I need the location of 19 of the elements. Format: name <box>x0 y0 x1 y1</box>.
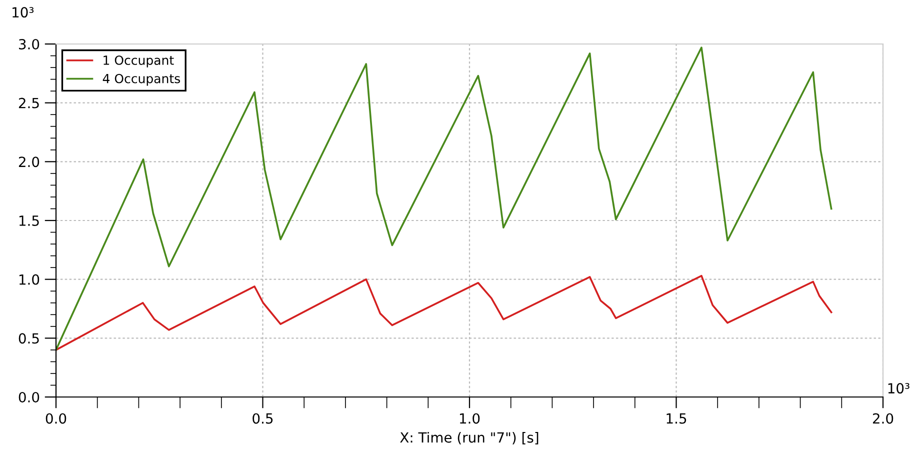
y-tick-label: 0.0 <box>18 392 40 402</box>
text: 10³ <box>888 383 910 394</box>
legend-label: 4 Occupants <box>102 74 180 86</box>
y-tick-label: 3.0 <box>19 38 40 50</box>
y-tick-label: 0.5 <box>18 333 39 344</box>
legend-label: 1 Occupant <box>104 55 174 68</box>
y-tick-label: 1.5 <box>19 216 39 226</box>
text: 10³ <box>12 7 34 18</box>
x-tick-label: 1.5 <box>666 413 686 424</box>
x-tick-label: 0.0 <box>46 413 66 424</box>
line-series <box>56 46 832 351</box>
y-tick-label: 2.5 <box>18 98 39 108</box>
line-series <box>56 274 832 351</box>
y-tick-label: 1.0 <box>19 274 40 285</box>
x-axis-title: X: Time (run "7") [s] <box>400 432 538 444</box>
x-tick-label: 2.0 <box>872 413 894 424</box>
x-tick-label: 1.0 <box>460 413 480 424</box>
x-tick-label: 0.5 <box>252 413 273 424</box>
y-tick-label: 2.0 <box>18 156 40 168</box>
